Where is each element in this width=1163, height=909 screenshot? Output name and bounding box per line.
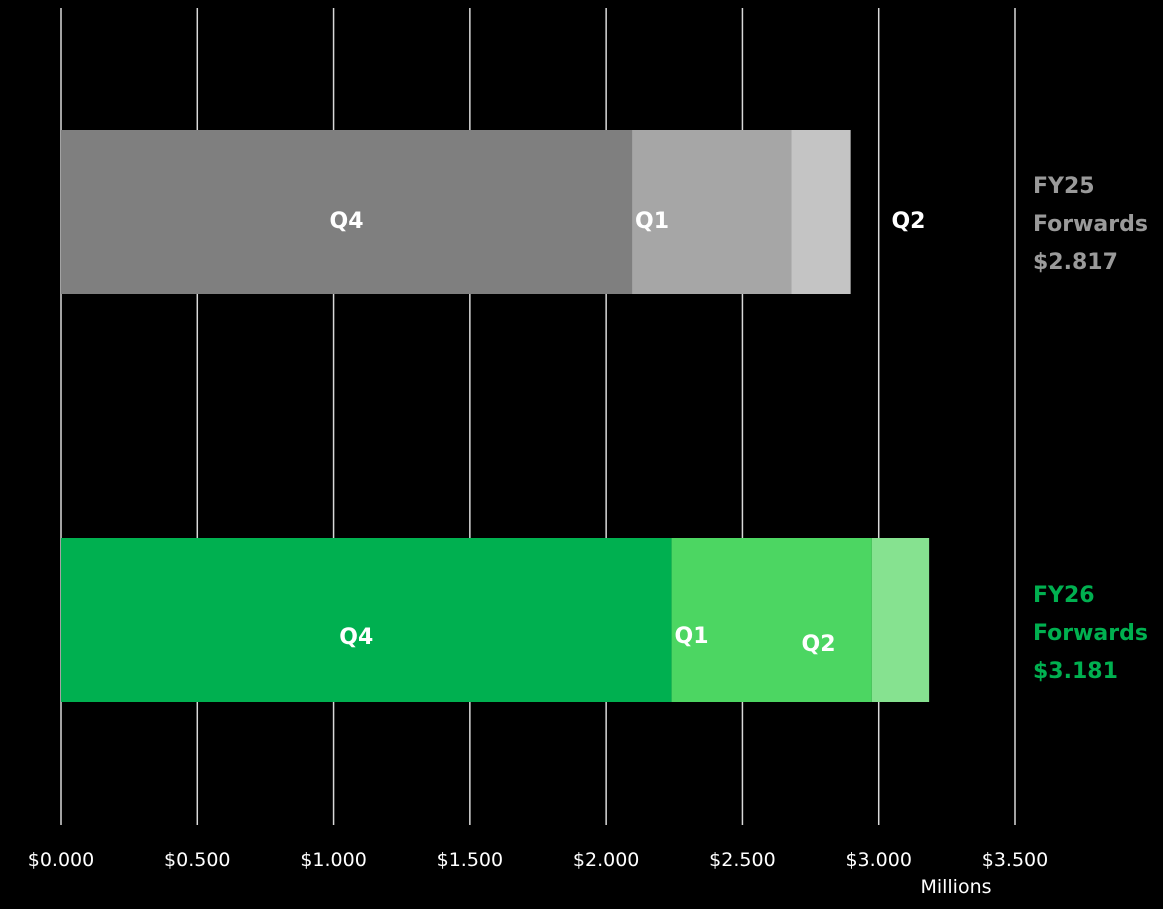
x-tick-label-4: $2.000 (573, 849, 639, 871)
bar-0-segment-0 (61, 130, 633, 294)
bar-0-side-label-line-1: Forwards (1033, 212, 1148, 237)
bar-0-side-label-line-0: FY25 (1033, 174, 1095, 199)
bar-1-side-label-line-0: FY26 (1033, 583, 1095, 608)
bar-1-side-label-line-1: Forwards (1033, 621, 1148, 646)
bar-1-side-label-line-2: $3.181 (1033, 659, 1118, 684)
bar-1-segment-label-2: Q2 (802, 632, 836, 657)
bars: Q4 Q1 Q2 Q4 Q1 Q2 (61, 130, 930, 702)
x-tick-label-7: $3.500 (982, 849, 1048, 871)
bar-0-segment-label-1: Q1 (635, 209, 669, 234)
x-tick-label-1: $0.500 (164, 849, 230, 871)
bar-1-segment-2 (671, 538, 872, 702)
bar-side-labels: FY25 Forwards $2.817 FY26 Forwards $3.181 (1033, 174, 1148, 684)
bar-1-segment-label-0: Q4 (339, 625, 373, 650)
x-tick-label-6: $3.000 (845, 849, 911, 871)
x-axis-unit-label: Millions (920, 876, 991, 898)
x-tick-label-5: $2.500 (709, 849, 775, 871)
x-tick-label-2: $1.000 (300, 849, 366, 871)
bar-0-segment-label-0: Q4 (330, 209, 364, 234)
bar-1-segment-0 (61, 538, 672, 702)
bar-1-segment-label-1: Q1 (675, 624, 709, 649)
x-tick-label-3: $1.500 (437, 849, 503, 871)
bar-0-segment-label-2: Q2 (891, 209, 925, 234)
bar-0-segment-1 (632, 130, 792, 294)
bar-0-segment-3 (791, 130, 851, 294)
x-tick-label-0: $0.000 (28, 849, 94, 871)
bar-1-segment-3 (871, 538, 930, 702)
bar-0-side-label-line-2: $2.817 (1033, 250, 1118, 275)
x-axis-ticks: $0.000 $0.500 $1.000 $1.500 $2.000 $2.500 $3.0… (28, 849, 1048, 871)
